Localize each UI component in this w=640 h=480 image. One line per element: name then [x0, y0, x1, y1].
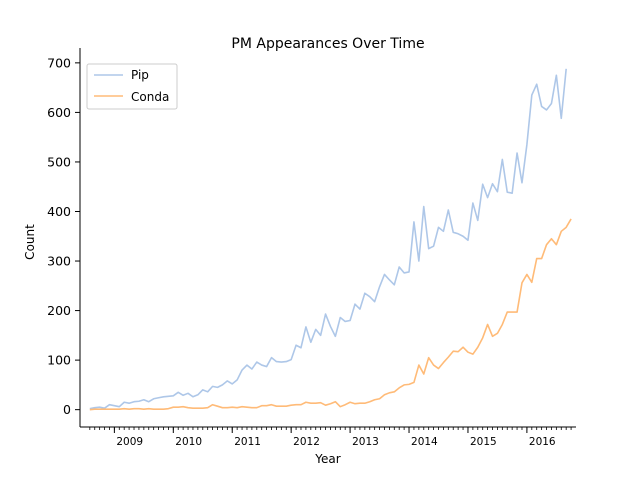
series-layer [89, 68, 572, 411]
ticks-layer: 0 100 200 300 400 500 600 700 2009 2010 2011 2012 20… [47, 55, 572, 448]
legend-label-conda: Conda [131, 90, 169, 104]
series-line-conda [89, 218, 572, 411]
y-tick-label: 600 [47, 105, 71, 120]
x-tick-label: 2009 [116, 436, 143, 448]
y-tick-label: 0 [63, 402, 71, 417]
y-tick-label: 100 [47, 353, 71, 368]
x-tick-label: 2016 [529, 436, 556, 448]
axes-layer [79, 48, 576, 428]
y-tick-label: 400 [47, 204, 71, 219]
y-axis-label: Count [23, 224, 37, 260]
x-tick-label: 2015 [470, 436, 497, 448]
x-tick-label: 2011 [234, 436, 261, 448]
x-tick-label: 2014 [411, 436, 438, 448]
legend-label-pip: Pip [131, 68, 149, 82]
x-tick-label: 2010 [175, 436, 202, 448]
chart-title: PM Appearances Over Time [231, 36, 424, 52]
x-tick-label: 2012 [293, 436, 320, 448]
y-tick-label: 200 [47, 303, 71, 318]
y-tick-label: 700 [47, 55, 71, 70]
x-tick-label: 2013 [352, 436, 379, 448]
legend: Pip Conda [86, 63, 178, 110]
x-axis-label: Year [314, 452, 340, 466]
series-line-pip [89, 68, 567, 410]
y-tick-label: 500 [47, 154, 71, 169]
y-tick-label: 300 [47, 254, 71, 269]
